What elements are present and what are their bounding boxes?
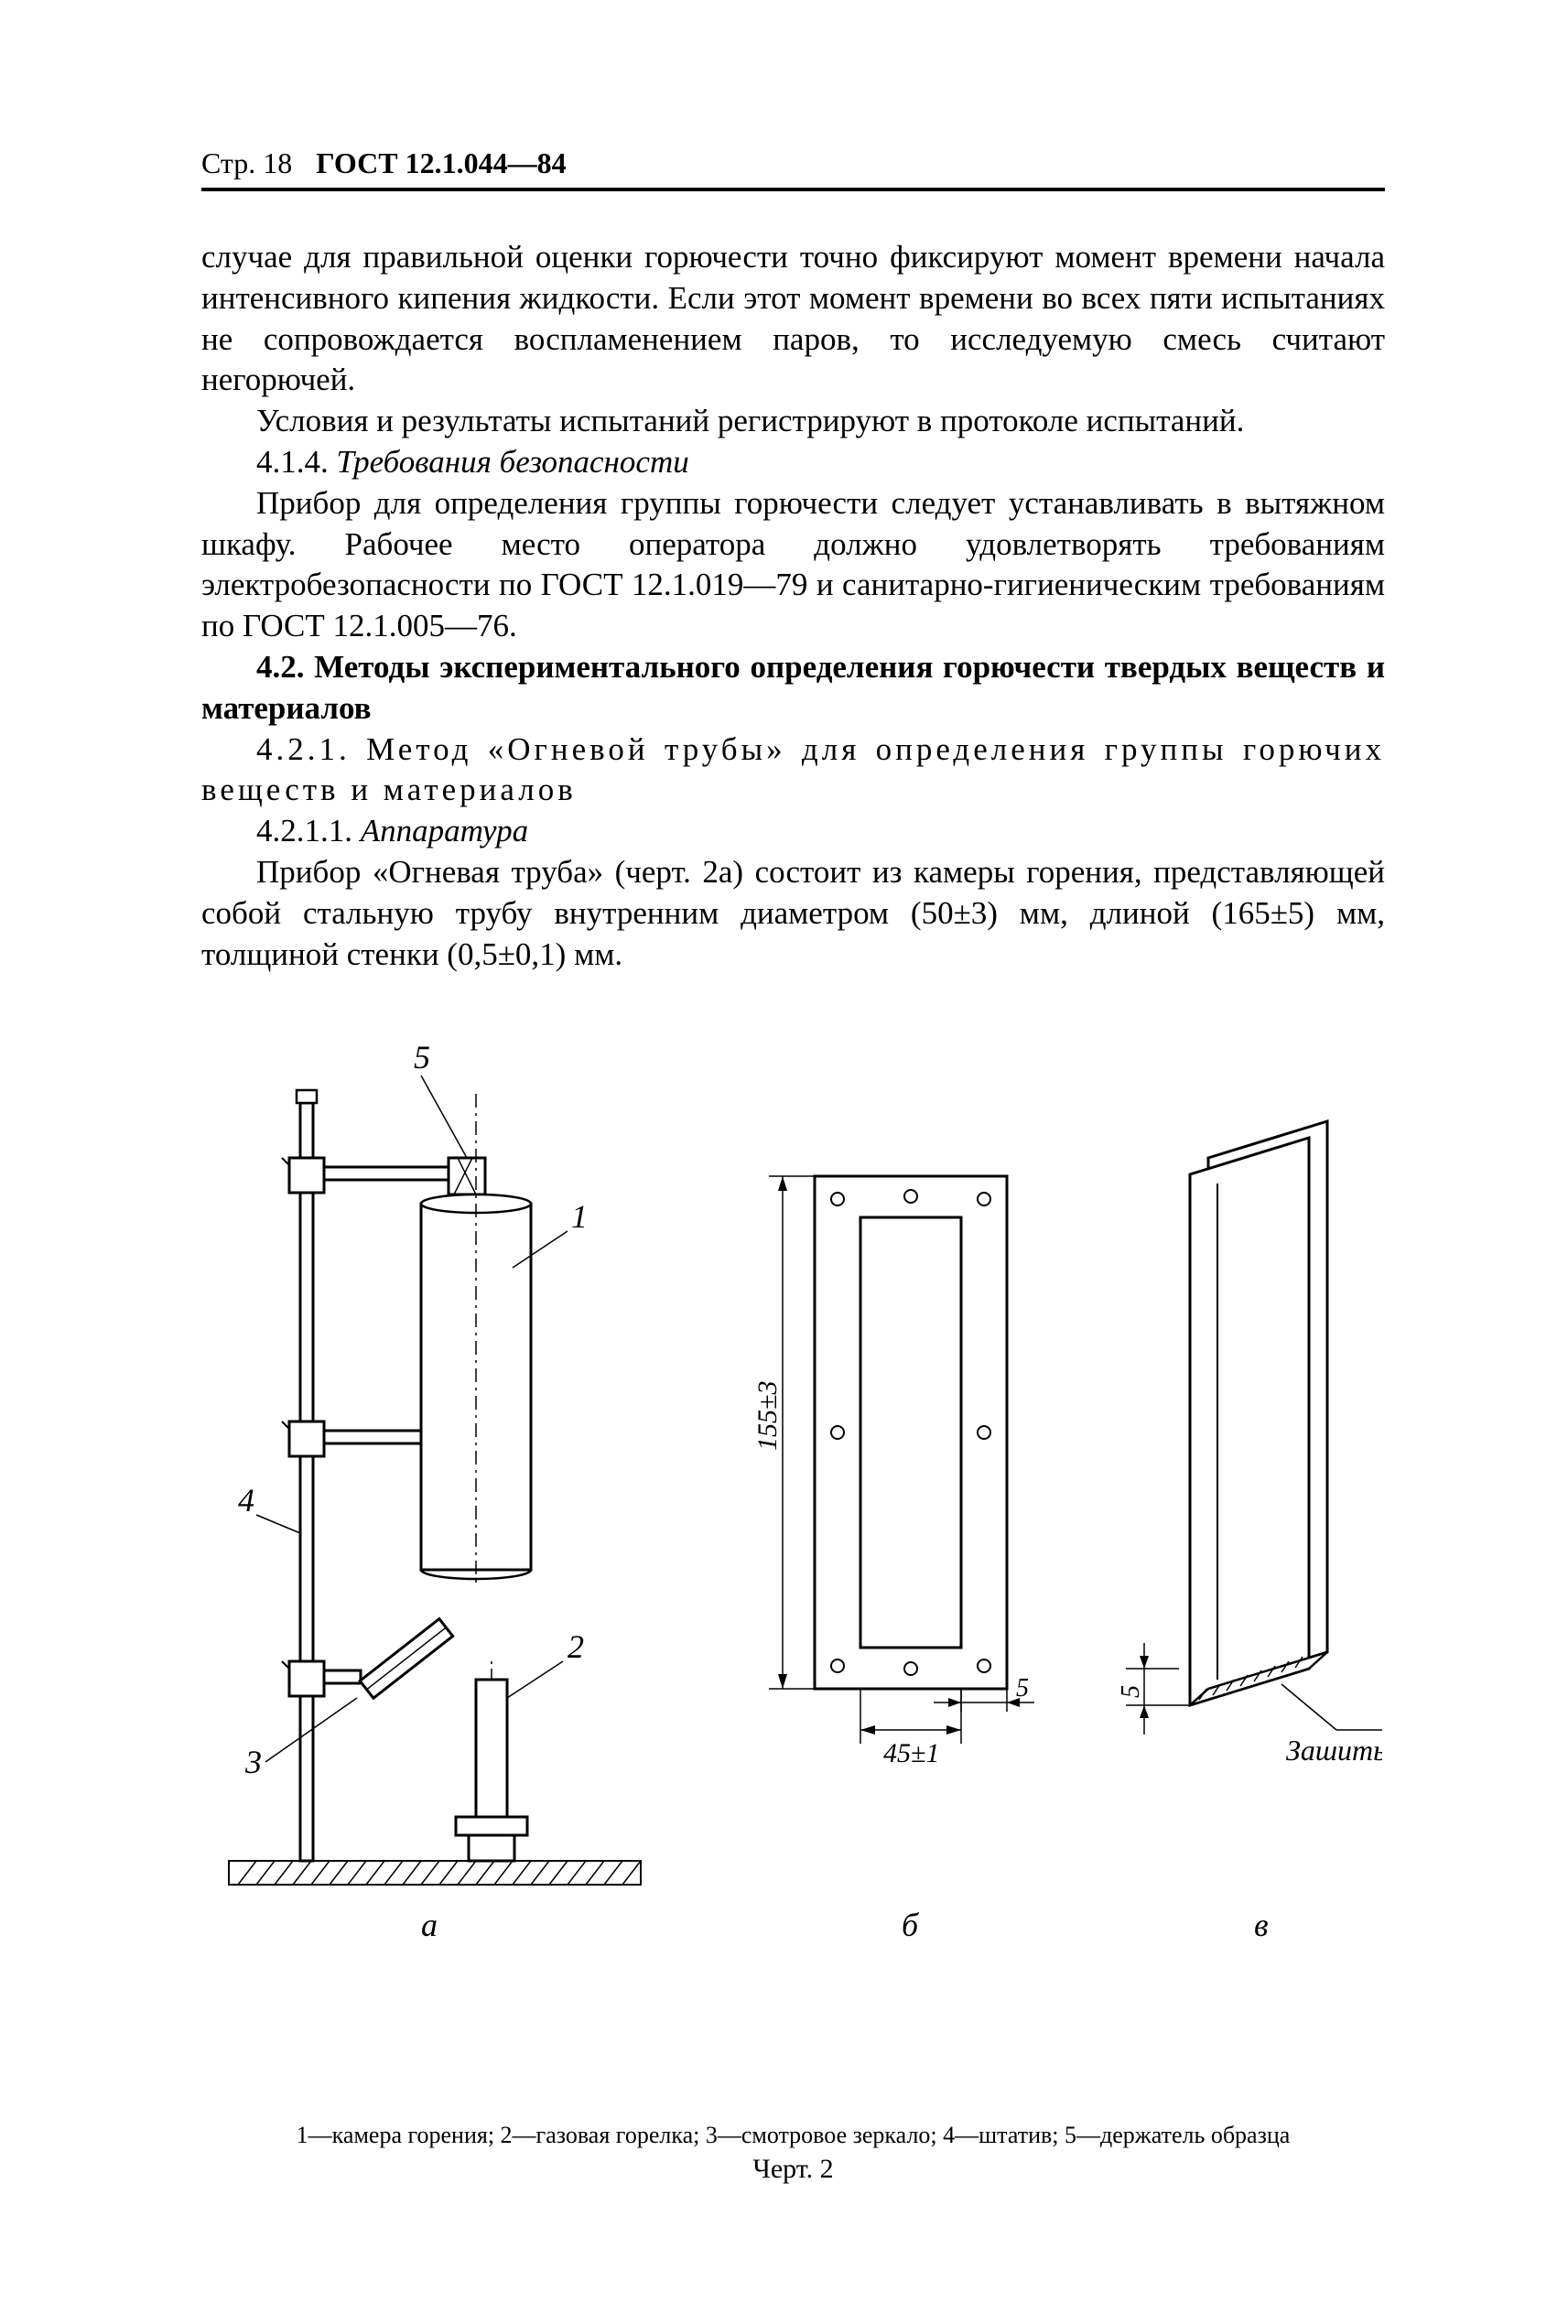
dim-height: 155±3 [752,1381,783,1451]
label-4: 4 [238,1482,254,1519]
caption-figno: Черт. 2 [201,2151,1385,2189]
label-3: 3 [244,1744,262,1780]
label-2: 2 [568,1628,584,1665]
dim-5b: 5 [1117,1685,1145,1698]
sublabel-a: а [421,1907,438,1943]
paragraph-2: Условия и результаты испытаний регистрир… [201,401,1385,442]
paragraph-6: 4.2.1. Метод «Огневой трубы» для определ… [201,730,1385,812]
dim-5a: 5 [1016,1674,1029,1702]
paragraph-4: Прибор для определения группы горючести … [201,483,1385,647]
sublabel-b: б [902,1907,920,1943]
p3-title: Требования безопасности [337,444,689,480]
main-content: случае для правильной оценки горючести т… [201,237,1385,975]
paragraph-3: 4.1.4. Требования безопасности [201,442,1385,483]
base-plate [229,1861,641,1885]
subfig-v: 5 Зашить в [1117,1121,1382,1943]
page-header: Стр. 18 ГОСТ 12.1.044—84 [201,146,1385,191]
paragraph-1: случае для правильной оценки горючести т… [201,237,1385,401]
p3-num: 4.1.4. [256,444,337,480]
figure-2: 5 1 4 3 2 а [201,1021,1385,2027]
label-5: 5 [414,1039,430,1076]
p7-title: Аппаратура [361,813,528,849]
gost-number: ГОСТ 12.1.044—84 [316,146,566,179]
subfig-b: 155±3 45±1 5 б [752,1176,1034,1943]
sublabel-v: в [1254,1907,1269,1943]
page: Стр. 18 ГОСТ 12.1.044—84 случае для прав… [0,0,1568,2324]
label-weld: Зашить [1286,1734,1382,1767]
figure-svg: 5 1 4 3 2 а [201,1021,1382,2027]
dim-width: 45±1 [883,1738,939,1768]
figure-caption: 1—камера горения; 2—газовая горелка; 3—с… [201,2119,1385,2189]
label-1: 1 [571,1198,588,1235]
paragraph-5: 4.2. Методы экспериментального определен… [201,647,1385,730]
paragraph-8: Прибор «Огневая труба» (черт. 2а) состои… [201,852,1385,975]
mirror [360,1619,452,1699]
stand-rod [300,1103,313,1861]
p7-num: 4.2.1.1. [256,813,361,849]
caption-legend: 1—камера горения; 2—газовая горелка; 3—с… [201,2119,1385,2151]
paragraph-7: 4.2.1.1. Аппаратура [201,811,1385,852]
page-number: Стр. 18 [201,146,292,179]
subfig-a: 5 1 4 3 2 а [229,1039,641,1943]
